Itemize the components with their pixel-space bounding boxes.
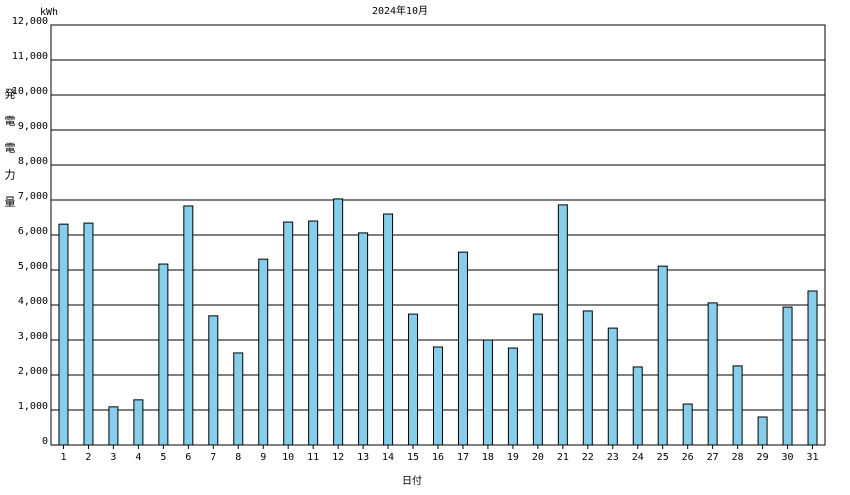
bar <box>208 315 219 446</box>
bar <box>283 221 294 446</box>
x-tick-label: 23 <box>607 452 619 463</box>
bar <box>58 223 69 446</box>
x-tick-label: 30 <box>782 452 794 463</box>
bar <box>607 327 618 446</box>
bar <box>308 220 319 446</box>
chart-title: 2024年10月 <box>372 4 428 17</box>
y-tick-label: 8,000 <box>18 156 48 167</box>
y-tick-label: 2,000 <box>18 366 48 377</box>
x-tick-label: 6 <box>185 452 191 463</box>
bar <box>657 265 668 446</box>
x-tick-label: 2 <box>85 452 91 463</box>
x-tick-label: 7 <box>210 452 216 463</box>
x-tick-label: 9 <box>260 452 266 463</box>
bar <box>457 251 468 446</box>
bar <box>507 347 518 446</box>
x-tick-label: 5 <box>160 452 166 463</box>
x-tick-label: 29 <box>757 452 769 463</box>
bar <box>632 366 643 446</box>
bar <box>333 198 344 446</box>
bar <box>358 232 369 446</box>
bar <box>732 365 743 446</box>
y-tick-label: 0 <box>42 436 48 447</box>
x-tick-label: 24 <box>632 452 644 463</box>
y-tick-label: 9,000 <box>18 121 48 132</box>
bar <box>258 258 269 446</box>
bar <box>408 313 419 446</box>
x-tick-label: 4 <box>135 452 141 463</box>
bar <box>383 213 394 446</box>
bar <box>807 290 818 446</box>
bar <box>482 339 493 446</box>
y-tick-label: 3,000 <box>18 331 48 342</box>
bar <box>557 204 568 446</box>
x-tick-label: 12 <box>332 452 344 463</box>
bar <box>532 313 543 446</box>
x-tick-label: 22 <box>582 452 594 463</box>
bar <box>183 205 194 446</box>
x-tick-label: 26 <box>682 452 694 463</box>
y-tick-label: 4,000 <box>18 296 48 307</box>
y-tick-label: 12,000 <box>12 16 48 27</box>
x-tick-label: 10 <box>282 452 294 463</box>
x-tick-label: 13 <box>357 452 369 463</box>
x-tick-label: 15 <box>407 452 419 463</box>
x-tick-label: 3 <box>110 452 116 463</box>
y-axis-label: 発電電力量 <box>3 88 16 223</box>
x-tick-label: 20 <box>532 452 544 463</box>
bar <box>707 302 718 446</box>
bar <box>682 403 693 446</box>
bar <box>233 352 244 446</box>
x-tick-label: 28 <box>732 452 744 463</box>
x-tick-label: 8 <box>235 452 241 463</box>
bar <box>108 406 119 446</box>
x-tick-label: 14 <box>382 452 394 463</box>
y-tick-label: 5,000 <box>18 261 48 272</box>
unit-label: kWh <box>40 7 58 18</box>
x-tick-label: 18 <box>482 452 494 463</box>
bar <box>158 263 169 446</box>
x-tick-label: 25 <box>657 452 669 463</box>
y-tick-label: 10,000 <box>12 86 48 97</box>
x-tick-label: 21 <box>557 452 569 463</box>
y-tick-label: 11,000 <box>12 51 48 62</box>
x-tick-label: 17 <box>457 452 469 463</box>
bar <box>757 416 768 446</box>
x-axis-label: 日付 <box>402 474 422 487</box>
y-tick-label: 7,000 <box>18 191 48 202</box>
bar <box>582 310 593 446</box>
x-tick-label: 11 <box>307 452 319 463</box>
x-tick-label: 16 <box>432 452 444 463</box>
bar <box>133 399 144 446</box>
y-tick-label: 6,000 <box>18 226 48 237</box>
x-tick-label: 1 <box>60 452 66 463</box>
bar <box>782 306 793 446</box>
y-tick-label: 1,000 <box>18 401 48 412</box>
x-tick-label: 27 <box>707 452 719 463</box>
x-tick-label: 19 <box>507 452 519 463</box>
bar <box>433 346 443 446</box>
bar <box>83 222 94 446</box>
x-tick-label: 31 <box>806 452 818 463</box>
